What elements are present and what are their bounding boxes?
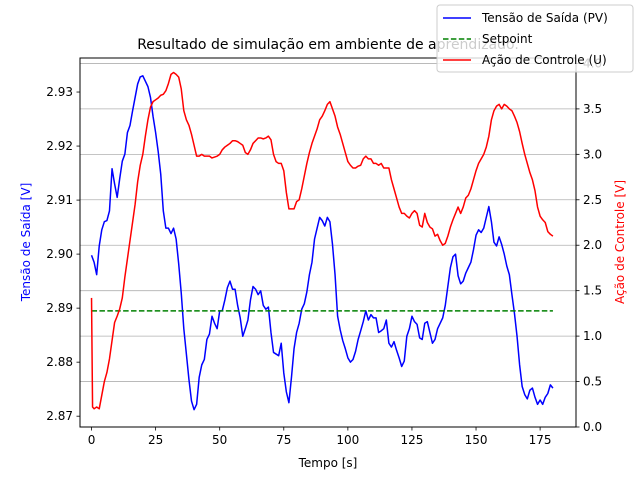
- legend-label-u: Ação de Controle (U): [482, 53, 607, 67]
- legend: Tensão de Saída (PV) Setpoint Ação de Co…: [436, 4, 634, 73]
- right-tick-label-7: 3.5: [583, 102, 602, 116]
- left-axis: 2.87 2.88 2.89 2.90 2.91 2.92 2.93: [46, 85, 80, 423]
- left-tick-label-6: 2.93: [46, 85, 73, 99]
- x-tick-label-1: 25: [148, 433, 163, 447]
- x-tick-label-4: 100: [336, 433, 359, 447]
- x-tick-label-2: 50: [212, 433, 227, 447]
- x-tick-label-5: 125: [400, 433, 423, 447]
- left-tick-label-3: 2.90: [46, 247, 73, 261]
- x-axis: 0 25 50 75 100 125 150 175: [88, 427, 552, 447]
- left-tick-label-4: 2.91: [46, 193, 73, 207]
- x-axis-label: Tempo [s]: [298, 456, 358, 470]
- x-tick-label-6: 150: [465, 433, 488, 447]
- left-tick-label-5: 2.92: [46, 139, 73, 153]
- x-tick-label-0: 0: [88, 433, 96, 447]
- series-pv-line: [90, 75, 554, 411]
- right-tick-label-3: 1.5: [583, 284, 602, 298]
- legend-box: [436, 4, 634, 73]
- right-tick-label-5: 2.5: [583, 193, 602, 207]
- chart-title: Resultado de simulação em ambiente de ap…: [137, 37, 519, 53]
- legend-label-setpoint: Setpoint: [482, 32, 533, 46]
- axes-frame: [79, 57, 577, 428]
- left-axis-label: Tensão de Saída [V]: [19, 183, 33, 303]
- left-tick-label-0: 2.87: [46, 409, 73, 423]
- right-tick-label-6: 3.0: [583, 147, 602, 161]
- x-tick-label-3: 75: [276, 433, 291, 447]
- left-tick-label-1: 2.88: [46, 355, 73, 369]
- right-tick-label-2: 1.0: [583, 329, 602, 343]
- series-control-line: [90, 71, 554, 410]
- right-tick-label-1: 0.5: [583, 375, 602, 389]
- right-tick-label-0: 0.0: [583, 420, 602, 434]
- legend-label-pv: Tensão de Saída (PV): [481, 11, 608, 25]
- x-tick-label-7: 175: [529, 433, 552, 447]
- right-axis-label: Ação de Controle [V]: [613, 180, 627, 304]
- right-axis: 0.00.51.01.52.02.53.03.54.0: [576, 56, 602, 434]
- plot-area: [90, 71, 554, 411]
- left-tick-label-2: 2.89: [46, 301, 73, 315]
- right-tick-label-4: 2.0: [583, 238, 602, 252]
